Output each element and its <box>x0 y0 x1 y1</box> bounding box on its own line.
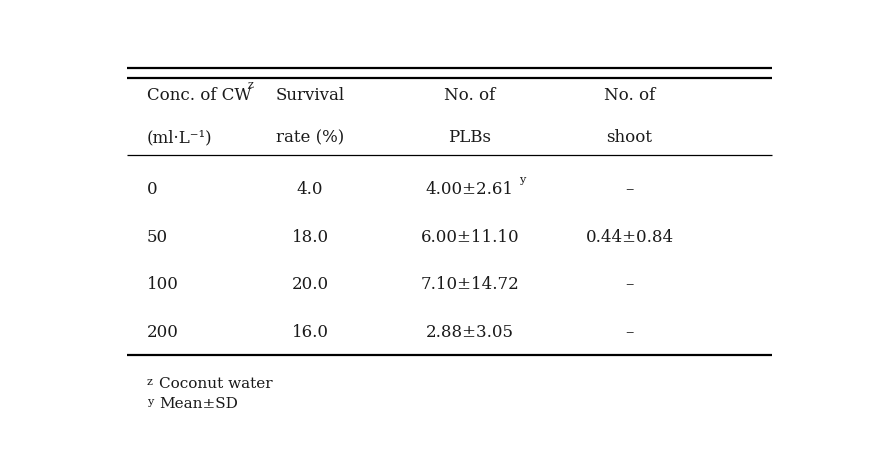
Text: Mean±SD: Mean±SD <box>160 397 239 411</box>
Text: shoot: shoot <box>607 129 652 146</box>
Text: 4.00±2.61: 4.00±2.61 <box>426 181 514 198</box>
Text: Coconut water: Coconut water <box>160 377 273 390</box>
Text: No. of: No. of <box>604 87 655 104</box>
Text: 18.0: 18.0 <box>291 229 329 246</box>
Text: y: y <box>519 175 525 185</box>
Text: 0: 0 <box>147 181 158 198</box>
Text: –: – <box>625 277 634 294</box>
Text: 7.10±14.72: 7.10±14.72 <box>420 277 519 294</box>
Text: z: z <box>247 80 253 90</box>
Text: 50: 50 <box>147 229 168 246</box>
Text: z: z <box>147 377 153 387</box>
Text: 0.44±0.84: 0.44±0.84 <box>586 229 674 246</box>
Text: 200: 200 <box>147 324 179 341</box>
Text: –: – <box>625 324 634 341</box>
Text: 16.0: 16.0 <box>292 324 329 341</box>
Text: Survival: Survival <box>275 87 345 104</box>
Text: (ml·L⁻¹): (ml·L⁻¹) <box>147 129 212 146</box>
Text: 100: 100 <box>147 277 179 294</box>
Text: y: y <box>147 397 153 407</box>
Text: rate (%): rate (%) <box>276 129 345 146</box>
Text: 2.88±3.05: 2.88±3.05 <box>426 324 514 341</box>
Text: No. of: No. of <box>445 87 496 104</box>
Text: 6.00±11.10: 6.00±11.10 <box>421 229 519 246</box>
Text: Conc. of CW: Conc. of CW <box>147 87 252 104</box>
Text: 20.0: 20.0 <box>291 277 329 294</box>
Text: PLBs: PLBs <box>448 129 491 146</box>
Text: 4.0: 4.0 <box>297 181 324 198</box>
Text: –: – <box>625 181 634 198</box>
